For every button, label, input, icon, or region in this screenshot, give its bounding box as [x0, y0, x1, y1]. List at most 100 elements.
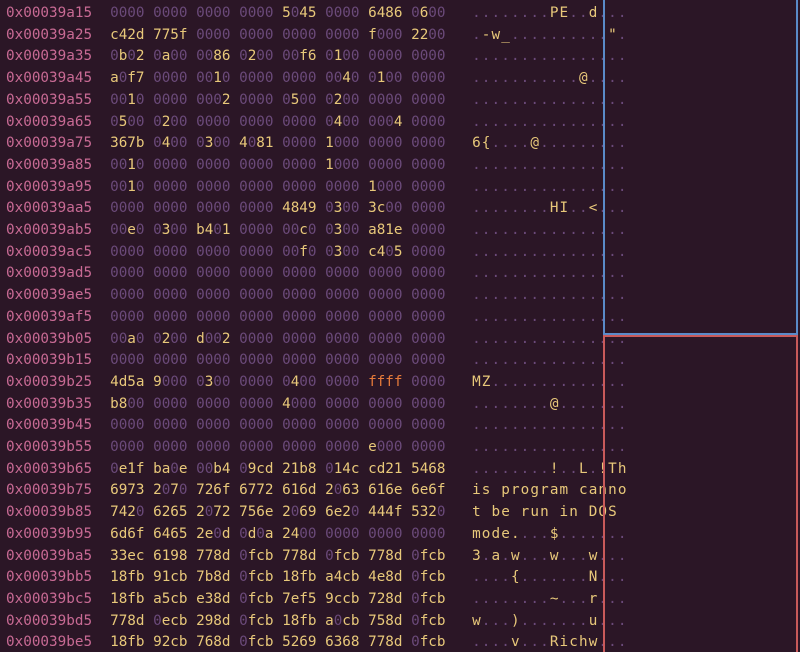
- hex-row: 0x00039af5 00000000000000000000000000000…: [6, 307, 794, 329]
- hex-row: 0x00039b65 0e1fba0e00b409cd21b8014ccd215…: [6, 459, 794, 481]
- ascii-column: ................: [472, 242, 628, 264]
- ascii-column: mode....$.......: [472, 524, 628, 546]
- address: 0x00039a45: [6, 68, 92, 90]
- hex-row: 0x00039b95 6d6f64652e0d0d0a2400000000000…: [6, 524, 794, 546]
- address: 0x00039b85: [6, 502, 92, 524]
- hex-bytes: 18fb91cb7b8d0fcb18fba4cb4e8d0fcb: [110, 567, 454, 589]
- hex-row: 0x00039b25 4d5a90000300000004000000ffff0…: [6, 372, 794, 394]
- address: 0x00039bc5: [6, 589, 92, 611]
- address: 0x00039bd5: [6, 611, 92, 633]
- hex-row: 0x00039a45 a0f70000001000000000004001000…: [6, 68, 794, 90]
- ascii-column: ................: [472, 415, 628, 437]
- address: 0x00039aa5: [6, 198, 92, 220]
- hex-bytes: 00000000000000000000000000000000: [110, 285, 454, 307]
- ascii-column: 3.a.w...w...w...: [472, 546, 628, 568]
- address: 0x00039a35: [6, 46, 92, 68]
- hex-bytes: 00000000000000000000000000000000: [110, 350, 454, 372]
- hex-viewer: 0x00039a15 00000000000000005045000064860…: [0, 0, 800, 652]
- address: 0x00039b95: [6, 524, 92, 546]
- hex-row: 0x00039bd5 778d0ecb298d0fcb18fba0cb758d0…: [6, 611, 794, 633]
- ascii-column: ................: [472, 90, 628, 112]
- hex-row: 0x00039ad5 00000000000000000000000000000…: [6, 263, 794, 285]
- ascii-column: ................: [472, 46, 628, 68]
- hex-bytes: 00e00300b401000000c00300a81e0000: [110, 220, 454, 242]
- hex-bytes: b8000000000000004000000000000000: [110, 394, 454, 416]
- ascii-column: ........!..L.!Th: [472, 459, 628, 481]
- ascii-column: ........~...r...: [472, 589, 628, 611]
- ascii-column: is program canno: [472, 480, 628, 502]
- hex-bytes: 000000000000000000f00300c4050000: [110, 242, 454, 264]
- hex-row: 0x00039b75 69732070726f6772616d2063616e6…: [6, 480, 794, 502]
- hex-row: 0x00039b85 742062652072756e20696e20444f5…: [6, 502, 794, 524]
- hex-bytes: 00100000000000000000000010000000: [110, 177, 454, 199]
- hex-row: 0x00039a85 00100000000000000000100000000…: [6, 155, 794, 177]
- address: 0x00039a55: [6, 90, 92, 112]
- address: 0x00039ba5: [6, 546, 92, 568]
- hex-bytes: 18fba5cbe38d0fcb7ef59ccb728d0fcb: [110, 589, 454, 611]
- hex-row: 0x00039ba5 33ec6198778d0fcb778d0fcb778d0…: [6, 546, 794, 568]
- hex-bytes: 367b0400030040810000100000000000: [110, 133, 454, 155]
- hex-bytes: 00100000000000000000100000000000: [110, 155, 454, 177]
- address: 0x00039ac5: [6, 242, 92, 264]
- hex-bytes: 00a00200d00200000000000000000000: [110, 329, 454, 351]
- hex-bytes: 00000000000000000000000000000000: [110, 307, 454, 329]
- hex-bytes: 00000000000000000000000000000000: [110, 415, 454, 437]
- ascii-column: ........HI..<...: [472, 198, 628, 220]
- hex-row: 0x00039a65 05000200000000000000040000040…: [6, 112, 794, 134]
- address: 0x00039a85: [6, 155, 92, 177]
- ascii-column: ................: [472, 329, 628, 351]
- hex-bytes: 0000000000000000484903003c000000: [110, 198, 454, 220]
- address: 0x00039b45: [6, 415, 92, 437]
- ascii-column: MZ..............: [472, 372, 628, 394]
- hex-row: 0x00039aa5 0000000000000000484903003c000…: [6, 198, 794, 220]
- address: 0x00039ad5: [6, 263, 92, 285]
- address: 0x00039b25: [6, 372, 92, 394]
- address: 0x00039a75: [6, 133, 92, 155]
- hex-row: 0x00039a15 00000000000000005045000064860…: [6, 3, 794, 25]
- ascii-column: ................: [472, 350, 628, 372]
- hex-row: 0x00039a35 0b020a000086020000f6010000000…: [6, 46, 794, 68]
- hex-bytes: 00100000000200000500020000000000: [110, 90, 454, 112]
- hex-row: 0x00039a25 c42d775f0000000000000000f0002…: [6, 25, 794, 47]
- address: 0x00039b15: [6, 350, 92, 372]
- hex-bytes: 000000000000000000000000e0000000: [110, 437, 454, 459]
- hex-bytes: 4d5a90000300000004000000ffff0000: [110, 372, 454, 394]
- hex-row: 0x00039bc5 18fba5cbe38d0fcb7ef59ccb728d0…: [6, 589, 794, 611]
- ascii-column: w...).......u...: [472, 611, 628, 633]
- address: 0x00039bb5: [6, 567, 92, 589]
- address: 0x00039a25: [6, 25, 92, 47]
- hex-bytes: 33ec6198778d0fcb778d0fcb778d0fcb: [110, 546, 454, 568]
- ascii-column: ................: [472, 177, 628, 199]
- ascii-column: ....v...Richw...: [472, 632, 628, 652]
- hex-row: 0x00039bb5 18fb91cb7b8d0fcb18fba4cb4e8d0…: [6, 567, 794, 589]
- address: 0x00039a65: [6, 112, 92, 134]
- hex-bytes: 6d6f64652e0d0d0a2400000000000000: [110, 524, 454, 546]
- hex-row: 0x00039ab5 00e00300b401000000c00300a81e0…: [6, 220, 794, 242]
- hex-bytes: 00000000000000005045000064860600: [110, 3, 454, 25]
- ascii-column: 6{....@.........: [472, 133, 628, 155]
- hex-bytes: 0b020a000086020000f6010000000000: [110, 46, 454, 68]
- ascii-column: ................: [472, 437, 628, 459]
- ascii-column: ...........@....: [472, 68, 628, 90]
- ascii-column: ................: [472, 112, 628, 134]
- ascii-column: ................: [472, 263, 628, 285]
- ascii-column: ........PE..d...: [472, 3, 628, 25]
- hex-bytes: 742062652072756e20696e20444f5320: [110, 502, 454, 524]
- address: 0x00039ae5: [6, 285, 92, 307]
- ascii-column: ................: [472, 220, 628, 242]
- address: 0x00039af5: [6, 307, 92, 329]
- hex-bytes: a0f70000001000000000004001000000: [110, 68, 454, 90]
- hex-row: 0x00039a55 00100000000200000500020000000…: [6, 90, 794, 112]
- hex-row: 0x00039ac5 000000000000000000f00300c4050…: [6, 242, 794, 264]
- hex-bytes: 18fb92cb768d0fcb52696368778d0fcb: [110, 632, 454, 652]
- address: 0x00039a15: [6, 3, 92, 25]
- ascii-column: .-w_..........".: [472, 25, 628, 47]
- ascii-column: ................: [472, 155, 628, 177]
- hex-bytes: c42d775f0000000000000000f0002200: [110, 25, 454, 47]
- hex-row: 0x00039ae5 00000000000000000000000000000…: [6, 285, 794, 307]
- hex-bytes: 69732070726f6772616d2063616e6e6f: [110, 480, 454, 502]
- ascii-column: t be run in DOS: [472, 502, 628, 524]
- address: 0x00039ab5: [6, 220, 92, 242]
- hex-bytes: 0e1fba0e00b409cd21b8014ccd215468: [110, 459, 454, 481]
- hex-row: 0x00039a95 00100000000000000000000010000…: [6, 177, 794, 199]
